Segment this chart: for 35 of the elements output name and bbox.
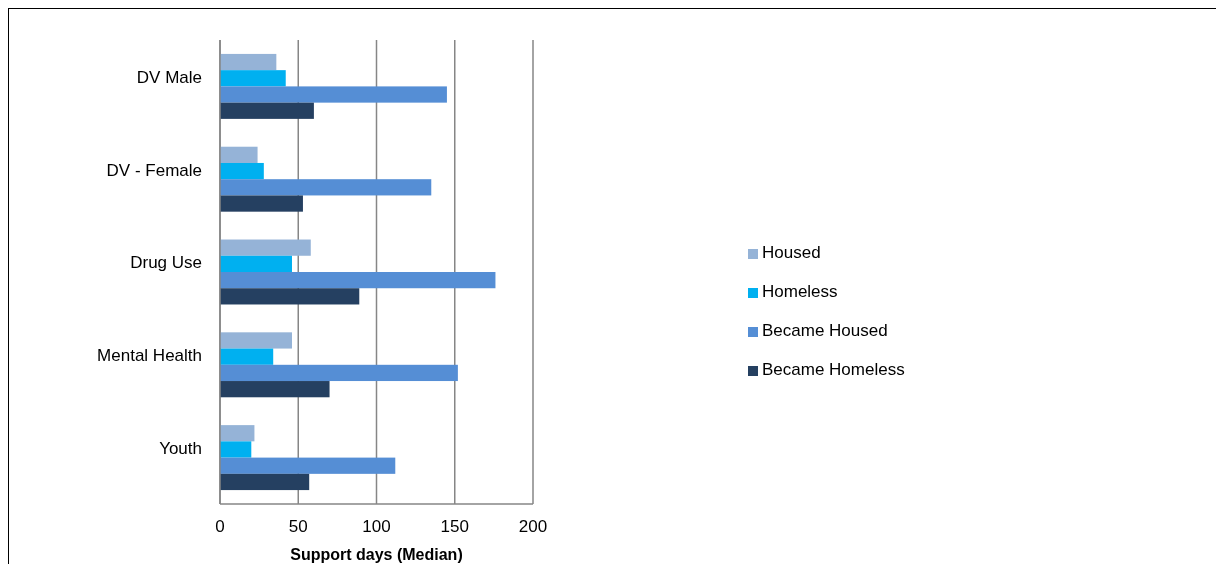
y-tick-label: Drug Use — [130, 253, 202, 273]
x-tick-label: 100 — [362, 517, 391, 536]
legend-label: Became Housed — [762, 321, 888, 341]
bar — [220, 195, 303, 212]
y-tick-label: Mental Health — [97, 346, 202, 366]
x-tick-label: 0 — [215, 517, 225, 536]
bar — [220, 381, 330, 398]
bar — [220, 255, 292, 272]
bar — [220, 70, 286, 87]
y-tick-label: DV - Female — [106, 160, 202, 180]
bar — [220, 53, 277, 71]
bar — [220, 86, 447, 103]
bar — [220, 102, 314, 119]
x-tick-label: 50 — [288, 517, 308, 536]
y-tick-label: Youth — [159, 439, 202, 459]
bar — [220, 332, 292, 349]
legend-label: Homeless — [762, 282, 838, 302]
bar — [220, 162, 264, 180]
x-axis-title: Support days (Median) — [290, 546, 463, 563]
bar — [220, 425, 255, 442]
bar — [220, 179, 432, 196]
bar — [220, 348, 274, 365]
bar — [220, 146, 258, 163]
x-tick-label: 200 — [518, 517, 548, 536]
bar — [220, 272, 496, 289]
legend-label: Became Homeless — [762, 360, 905, 380]
legend-label: Housed — [762, 243, 821, 263]
bar — [220, 441, 252, 458]
bar — [220, 364, 458, 382]
bar — [220, 239, 311, 256]
x-tick-label: 150 — [440, 517, 469, 536]
bar — [220, 473, 310, 491]
y-tick-label: DV Male — [136, 67, 202, 87]
bar — [220, 457, 396, 474]
bar — [220, 288, 360, 305]
